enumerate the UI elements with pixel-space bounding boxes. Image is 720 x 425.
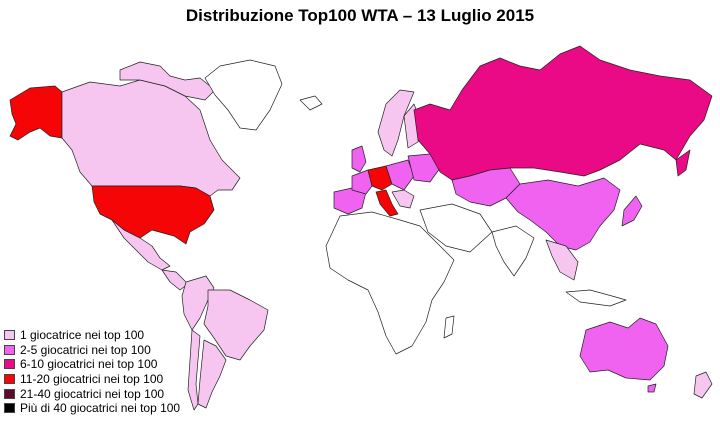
- region-iceland[interactable]: [299, 95, 323, 111]
- map-title: Distribuzione Top100 WTA – 13 Luglio 201…: [185, 6, 535, 25]
- region-western-europe[interactable]: [351, 169, 373, 195]
- legend-swatch: [4, 344, 15, 355]
- region-madagascar[interactable]: [443, 315, 455, 339]
- legend: 1 giocatrice nei top 100 2-5 giocatrici …: [4, 328, 180, 416]
- legend-label: 6-10 giocatrici nei top 100: [20, 357, 158, 372]
- legend-label: 1 giocatrice nei top 100: [20, 328, 145, 343]
- region-brazil[interactable]: [203, 289, 269, 361]
- legend-swatch: [4, 374, 15, 385]
- legend-label: 11-20 giocatrici nei top 100: [20, 372, 164, 387]
- region-mexico[interactable]: [111, 219, 171, 271]
- legend-swatch: [4, 330, 15, 341]
- region-china[interactable]: [505, 177, 621, 251]
- region-eastern-europe[interactable]: [385, 159, 415, 191]
- legend-swatch: [4, 388, 15, 399]
- legend-item: 6-10 giocatrici nei top 100: [4, 357, 180, 372]
- region-southeast-asia[interactable]: [545, 239, 579, 281]
- region-alaska[interactable]: [9, 85, 63, 141]
- region-india[interactable]: [491, 225, 535, 277]
- legend-item: 21-40 giocatrici nei top 100: [4, 386, 180, 401]
- region-greenland[interactable]: [204, 59, 283, 131]
- legend-label: Più di 40 giocatrici nei top 100: [20, 401, 181, 416]
- region-south-america-west[interactable]: [181, 275, 215, 331]
- region-balkans[interactable]: [391, 189, 415, 209]
- legend-item: Più di 40 giocatrici nei top 100: [4, 401, 180, 416]
- region-middle-east[interactable]: [419, 203, 493, 253]
- legend-item: 1 giocatrice nei top 100: [4, 328, 180, 343]
- legend-label: 2-5 giocatrici nei top 100: [20, 342, 151, 357]
- region-russia[interactable]: [413, 45, 713, 181]
- region-russia-east[interactable]: [675, 149, 691, 177]
- region-chile[interactable]: [187, 329, 201, 411]
- legend-item: 11-20 giocatrici nei top 100: [4, 372, 180, 387]
- region-japan[interactable]: [621, 195, 643, 227]
- region-africa[interactable]: [325, 211, 455, 355]
- region-indonesia[interactable]: [565, 289, 627, 307]
- region-tasmania[interactable]: [647, 383, 657, 393]
- region-uk[interactable]: [351, 145, 367, 173]
- region-central-america[interactable]: [161, 269, 189, 291]
- region-ukraine-belarus[interactable]: [407, 153, 441, 183]
- region-australia[interactable]: [579, 317, 669, 381]
- legend-swatch: [4, 403, 15, 414]
- region-new-zealand[interactable]: [693, 371, 713, 399]
- region-italy[interactable]: [375, 189, 399, 217]
- legend-swatch: [4, 359, 15, 370]
- region-canada[interactable]: [61, 79, 241, 197]
- region-usa[interactable]: [91, 185, 215, 245]
- region-germany-czech[interactable]: [367, 165, 393, 191]
- legend-label: 21-40 giocatrici nei top 100: [20, 386, 165, 401]
- region-argentina[interactable]: [197, 339, 227, 409]
- legend-item: 2-5 giocatrici nei top 100: [4, 343, 180, 358]
